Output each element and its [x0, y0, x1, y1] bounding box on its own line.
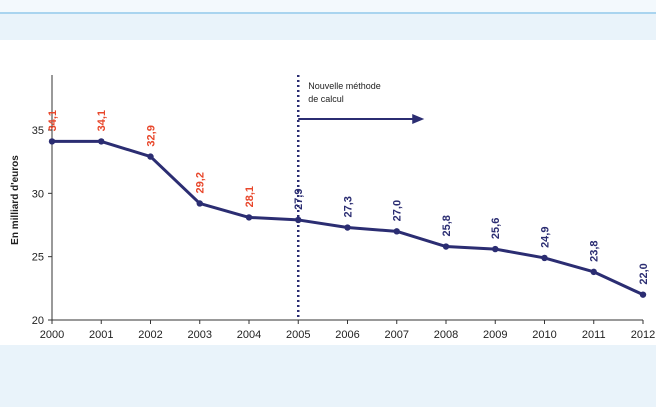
- x-tick-label: 2009: [483, 329, 507, 341]
- data-point: [541, 254, 548, 262]
- data-point: [442, 243, 450, 250]
- data-point: [98, 138, 105, 145]
- data-point: [196, 200, 203, 207]
- x-tick-label: 2010: [532, 329, 556, 341]
- data-point: [48, 138, 56, 145]
- data-labels: 34,1 34,1 32,9 29,2 28,1 27,9 27,3 27,0 25,8 25,6…: [47, 110, 650, 285]
- data-label: 34,1: [96, 110, 108, 131]
- data-label: 25,6: [490, 218, 502, 239]
- data-label: 24,9: [540, 227, 552, 248]
- x-tick-label: 2004: [237, 329, 261, 341]
- annotation-text-line2: de calcul: [308, 94, 344, 104]
- axes: [48, 75, 644, 324]
- data-point: [590, 268, 597, 276]
- data-label: 27,3: [343, 196, 355, 217]
- tick-labels: 20 25 30 35 2000 2001 2002 2003 2004 2005 2006 2007…: [32, 125, 655, 341]
- x-tick-label: 2001: [89, 329, 113, 341]
- data-point: [147, 153, 154, 160]
- x-tick-label: 2011: [582, 329, 606, 341]
- data-point: [639, 291, 647, 298]
- data-point: [393, 228, 400, 235]
- x-tick-label: 2012: [631, 329, 655, 341]
- data-label: 27,0: [392, 200, 404, 221]
- method-change-annotation: Nouvelle méthode de calcul: [297, 75, 425, 320]
- annotation-arrow-head: [412, 114, 425, 124]
- x-tick-label: 2008: [434, 329, 458, 341]
- data-label: 29,2: [195, 172, 207, 193]
- x-tick-label: 2007: [385, 329, 409, 341]
- x-tick-label: 2003: [188, 329, 212, 341]
- data-label: 32,9: [146, 125, 158, 146]
- annotation-text-line1: Nouvelle méthode: [308, 81, 381, 91]
- data-label: 34,1: [47, 110, 59, 131]
- x-tick-label: 2006: [335, 329, 359, 341]
- y-tick-label: 25: [32, 252, 44, 264]
- data-point: [492, 245, 499, 253]
- data-label: 22,0: [638, 263, 650, 284]
- chart-panel: [0, 40, 656, 345]
- x-tick-label: 2002: [138, 329, 162, 341]
- data-markers: [48, 138, 647, 298]
- y-tick-label: 20: [32, 315, 44, 327]
- top-band: [0, 0, 656, 14]
- data-label: 28,1: [244, 186, 256, 207]
- data-point: [295, 216, 302, 224]
- data-point: [344, 224, 351, 231]
- data-label: 27,9: [293, 189, 305, 210]
- x-tick-label: 2005: [286, 329, 310, 341]
- data-point: [245, 214, 253, 221]
- y-tick-label: 30: [32, 188, 44, 200]
- y-tick-label: 35: [32, 125, 44, 137]
- data-label: 23,8: [589, 240, 601, 261]
- data-label: 25,8: [441, 215, 453, 236]
- y-axis-label: En milliard d'euros: [10, 155, 21, 245]
- x-tick-label: 2000: [40, 329, 64, 341]
